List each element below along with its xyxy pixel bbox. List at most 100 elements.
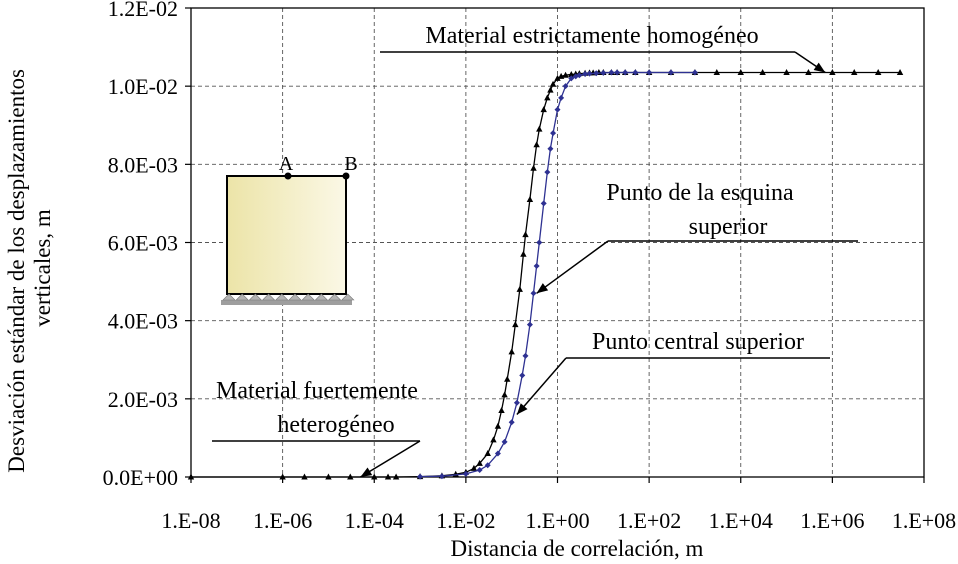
- x-tick-label: 1.E-02: [436, 508, 495, 533]
- series-0-point: [759, 68, 766, 75]
- inset-diagram: A B: [221, 153, 358, 305]
- series-0-point: [498, 407, 505, 414]
- series-1-point: [562, 83, 569, 90]
- series-1-point: [513, 399, 520, 406]
- annotation-corner-line-2: superior: [689, 214, 768, 240]
- series-0-point: [371, 473, 378, 480]
- series-0-point: [470, 464, 478, 471]
- series-0-point: [347, 473, 354, 480]
- series-1-point: [508, 419, 515, 426]
- series-1-point: [417, 473, 424, 480]
- series-1-point: [558, 94, 565, 101]
- inset-label-a: A: [279, 153, 294, 175]
- series-0-point: [504, 375, 511, 382]
- annotation-corner-arrowhead: [536, 283, 549, 294]
- annotation-center: Punto central superior: [516, 329, 830, 415]
- y-tick-label: 2.0E-03: [108, 387, 178, 412]
- x-tick-label: 1.E+04: [709, 508, 773, 533]
- series-0-point: [484, 450, 491, 457]
- series-1-point: [554, 106, 561, 113]
- series-0-point: [737, 68, 744, 75]
- inset-support: [261, 293, 276, 301]
- series-0-point: [533, 141, 540, 148]
- series-0-point: [476, 459, 483, 466]
- inset-support: [341, 293, 355, 301]
- series-1-point: [476, 466, 483, 473]
- series-0-point: [547, 86, 554, 93]
- annotation-homogeneous-arrowhead: [813, 62, 826, 73]
- series-1-point: [533, 262, 540, 269]
- series-0-point: [187, 473, 195, 480]
- annotation-center-leader: [516, 357, 567, 415]
- inset-support: [288, 293, 302, 301]
- series-0-point: [392, 473, 400, 480]
- inset-support: [314, 293, 329, 301]
- series-0-point: [783, 68, 790, 75]
- inset-label-b: B: [344, 153, 357, 175]
- series-0-point: [494, 422, 502, 429]
- annotation-heterogeneous-leader: [360, 440, 421, 478]
- annotation-homogeneous-text: Material estrictamente homogéneo: [425, 23, 758, 49]
- inset-supports: [221, 293, 355, 305]
- series-0-point: [279, 473, 286, 480]
- series-1-point: [462, 470, 469, 477]
- annotation-heterogeneous-arrowhead: [360, 467, 373, 477]
- series-0-point: [530, 164, 537, 171]
- inset-support: [248, 293, 263, 301]
- series-1-point: [501, 438, 508, 445]
- x-tick-label: 1.E-06: [253, 508, 312, 533]
- x-axis: 1.E-08 1.E-06 1.E-04 1.E-02 1.E+00 1.E+02 1.E+…: [161, 477, 956, 533]
- x-tick-label: 1.E+08: [892, 508, 956, 533]
- x-tick-label: 1.E-08: [161, 508, 220, 533]
- y-axis-title: Desviación estándar de los desplazamient…: [4, 63, 55, 472]
- annotation-heterogeneous-line-2: heterogéneo: [277, 412, 394, 438]
- inset-point-b: [342, 172, 350, 180]
- series-1-point: [484, 462, 491, 469]
- series-0-point: [508, 348, 515, 355]
- series-0-point: [516, 285, 523, 292]
- series-1-point: [667, 69, 674, 76]
- series-1-point: [519, 372, 526, 379]
- series-0-point: [526, 196, 534, 203]
- series-1-point: [526, 321, 533, 328]
- series-1-point: [576, 72, 583, 79]
- inset-support: [327, 293, 342, 301]
- series-1-point: [544, 169, 551, 176]
- inset-support: [301, 293, 315, 301]
- series-0-point: [520, 250, 527, 257]
- series-1-point: [586, 70, 593, 77]
- series-1-point: [547, 145, 554, 152]
- series-1-point: [600, 69, 607, 76]
- series-0-point: [554, 74, 561, 81]
- series-0-point: [325, 473, 332, 480]
- inset-support: [222, 293, 236, 301]
- series-0-point: [851, 68, 858, 75]
- series-1-point: [438, 473, 445, 480]
- series-0-point: [544, 94, 551, 101]
- series-0-point: [568, 70, 575, 77]
- series-0-point: [522, 231, 529, 238]
- series-1-point: [494, 450, 501, 457]
- series-1-point: [622, 69, 629, 76]
- annotation-heterogeneous-line-1: Material fuertemente: [216, 378, 418, 404]
- y-axis: 0.0E+00 2.0E-03 4.0E-03 6.0E-03 8.0E-03 1.0E-…: [103, 0, 191, 490]
- series-0-point: [896, 68, 904, 75]
- series-1-point: [632, 69, 639, 76]
- y-tick-label: 4.0E-03: [108, 309, 178, 334]
- series-1-point: [530, 290, 537, 297]
- series-1-point: [608, 69, 615, 76]
- series-0-point: [536, 125, 543, 132]
- series-0-point: [512, 321, 519, 328]
- series-1-point: [691, 69, 698, 76]
- annotation-heterogeneous: Material fuertemente heterogéneo: [212, 378, 421, 478]
- series-0-point: [874, 68, 882, 75]
- series-0-point: [713, 68, 720, 75]
- series-1-point: [550, 130, 557, 137]
- annotations: Material estrictamente homogéneo Punto d…: [212, 23, 858, 478]
- annotation-corner-line-1: Punto de la esquina: [606, 180, 794, 206]
- grid: [191, 8, 924, 477]
- y-axis-title-line-2: verticales, m: [30, 209, 55, 327]
- y-axis-title-line-1: Desviación estándar de los desplazamient…: [4, 69, 29, 473]
- series-0-point: [301, 473, 308, 480]
